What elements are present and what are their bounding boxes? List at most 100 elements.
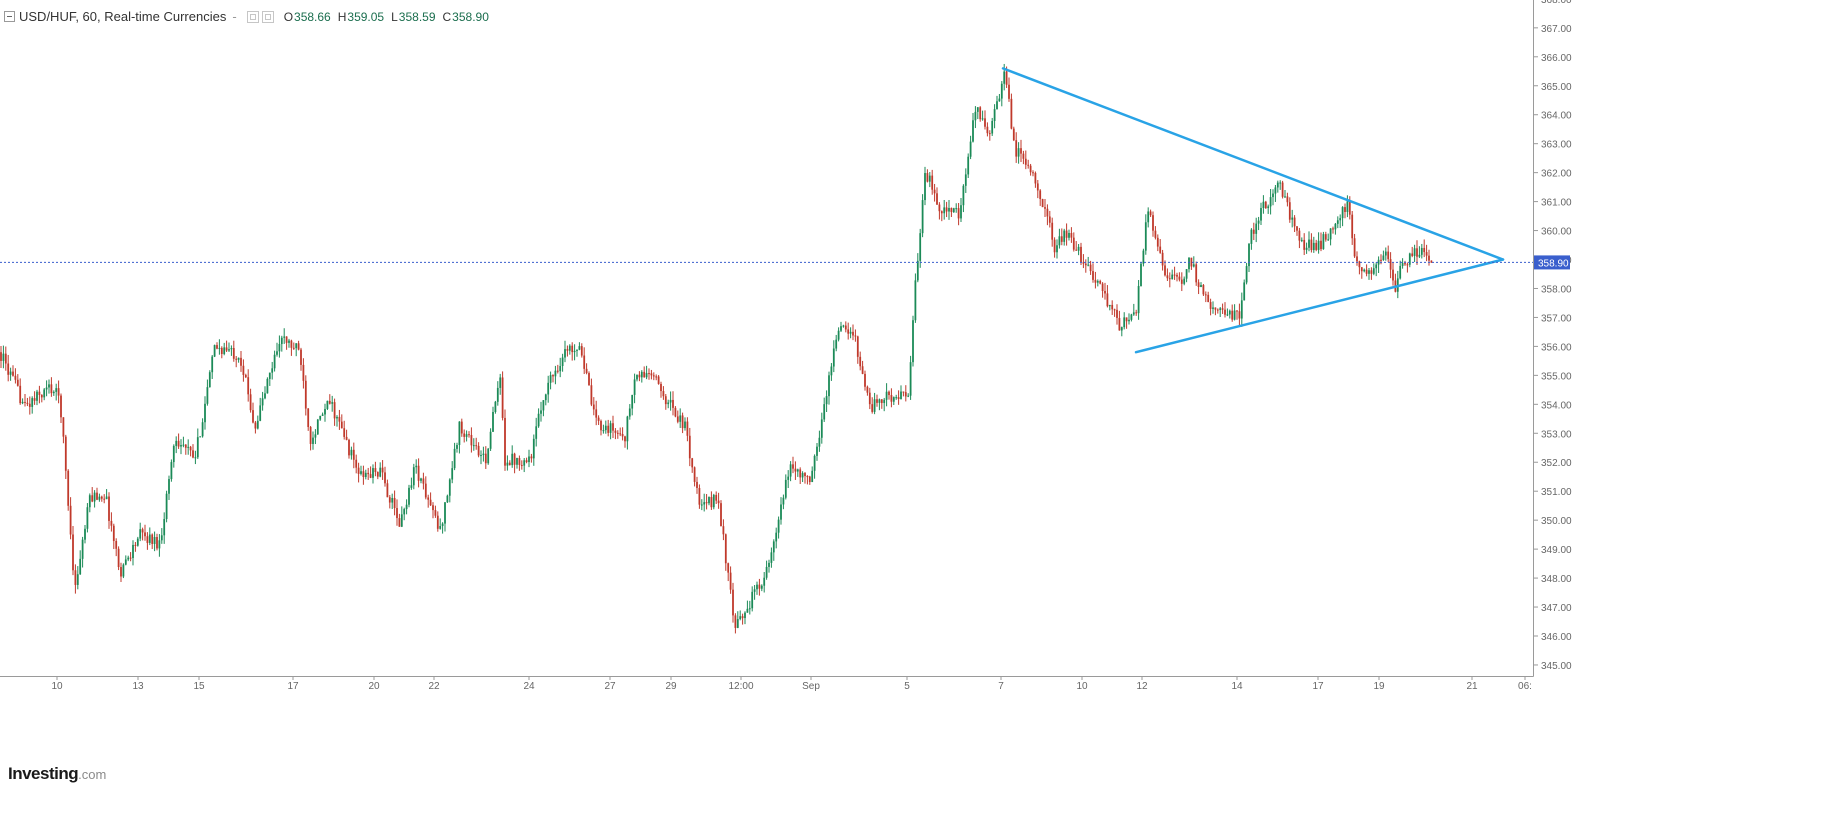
candle	[662, 386, 665, 400]
candle-body	[650, 373, 653, 376]
candle-body	[129, 557, 132, 559]
candle	[1322, 231, 1325, 250]
trendline-upper[interactable]	[1001, 67, 1505, 261]
candle-body	[729, 572, 732, 590]
visibility-icon[interactable]	[261, 10, 274, 23]
candle	[679, 408, 682, 428]
candle-body	[763, 577, 766, 586]
candle	[1096, 279, 1099, 287]
candle-body	[806, 476, 809, 478]
candle	[880, 399, 883, 409]
candle-body	[1252, 229, 1255, 234]
candle	[456, 442, 458, 453]
candle	[540, 401, 542, 422]
candle-body	[1341, 207, 1344, 219]
candle	[369, 466, 372, 479]
candle	[1341, 206, 1344, 227]
candle	[1125, 317, 1128, 329]
candle-body	[523, 460, 526, 466]
candle	[139, 522, 142, 542]
candle	[1250, 228, 1253, 250]
candle-body	[204, 403, 206, 423]
candle-body	[453, 448, 456, 469]
candle	[492, 406, 494, 433]
candle	[96, 487, 98, 501]
candle-body	[288, 340, 290, 343]
candle-body	[748, 608, 751, 610]
candle	[652, 372, 655, 381]
candle-body	[1231, 310, 1234, 320]
candle-body	[458, 421, 461, 445]
candle	[345, 429, 348, 441]
candle-body	[360, 471, 362, 474]
candle-body	[1308, 239, 1310, 248]
candle-body	[364, 472, 367, 478]
candle-body	[1423, 247, 1426, 253]
candle-body	[1003, 71, 1006, 84]
candle	[868, 387, 871, 410]
x-tick-label: 21	[1466, 681, 1478, 692]
candle-body	[1058, 236, 1061, 246]
candle	[187, 439, 190, 455]
candle-body	[69, 505, 72, 535]
candle-body	[1027, 164, 1030, 166]
trendline-lower[interactable]	[1134, 258, 1505, 354]
candle	[614, 428, 617, 440]
candle-body	[477, 445, 480, 456]
candle-body	[290, 340, 293, 348]
candle	[784, 474, 787, 500]
candle	[384, 466, 386, 487]
candle-body	[856, 336, 859, 357]
candle-body	[249, 394, 252, 411]
candle-body	[1351, 214, 1354, 239]
candle-body	[1125, 317, 1128, 322]
candle-body	[1317, 240, 1320, 250]
candle	[566, 345, 569, 357]
candle	[595, 400, 598, 426]
candle-body	[1051, 222, 1054, 240]
candle-body	[734, 615, 737, 628]
settings-icon[interactable]	[246, 10, 259, 23]
candle	[232, 340, 235, 362]
investing-logo[interactable]: Investing.com	[8, 764, 106, 784]
candle-body	[28, 403, 31, 407]
candle-body	[1387, 251, 1390, 260]
candle	[928, 172, 931, 188]
candle	[451, 461, 454, 484]
candle-body	[1060, 236, 1063, 242]
title-separator: -	[232, 9, 237, 24]
candle-body	[220, 347, 223, 354]
candle	[146, 532, 149, 550]
candle-body	[940, 211, 943, 214]
candle-body	[405, 504, 408, 510]
collapse-icon[interactable]	[4, 11, 15, 22]
candle	[434, 505, 437, 518]
candle	[412, 463, 415, 490]
candle-body	[314, 434, 317, 438]
candle	[244, 373, 247, 379]
candle	[1070, 227, 1073, 243]
candle-body	[1281, 182, 1284, 197]
y-tick-label: 363.00	[1541, 140, 1572, 151]
candle	[55, 383, 58, 401]
candle	[1238, 303, 1241, 327]
candle-body	[528, 456, 530, 463]
candle-body	[842, 325, 845, 327]
candle	[501, 371, 504, 421]
candle	[1370, 267, 1373, 280]
candle-body	[278, 344, 281, 352]
candle	[1159, 239, 1162, 254]
candle	[1164, 260, 1166, 277]
candle-body	[1269, 197, 1272, 207]
candle	[1303, 233, 1306, 256]
candle	[403, 507, 406, 521]
candle	[280, 335, 283, 352]
y-tick-label: 366.00	[1541, 53, 1572, 64]
x-tick-label: 17	[1312, 681, 1324, 692]
candle	[1387, 245, 1390, 263]
candle-body	[688, 435, 691, 459]
candle-body	[484, 453, 487, 464]
candle-body	[950, 207, 953, 213]
